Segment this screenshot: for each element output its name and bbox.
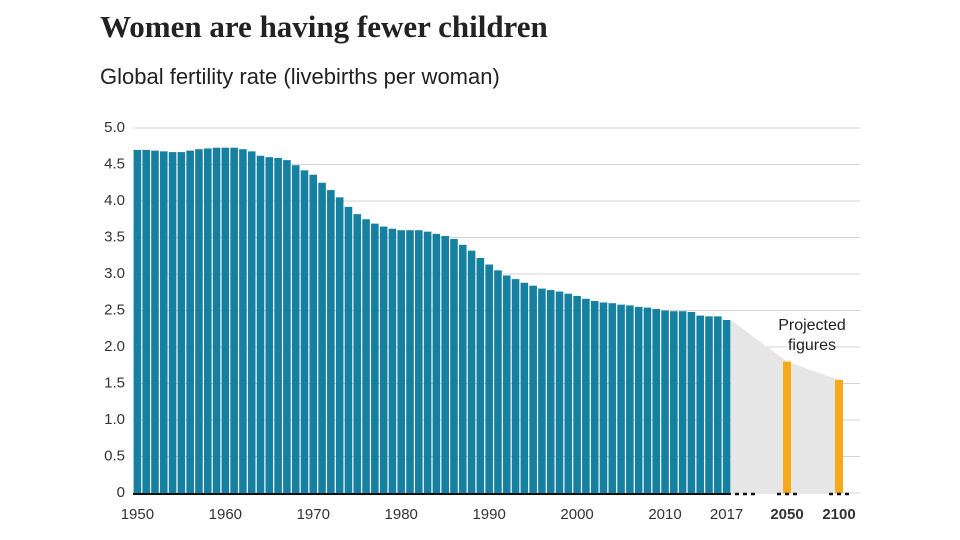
marks (133, 147, 843, 494)
bar (582, 298, 590, 493)
bar (265, 157, 274, 493)
bar (283, 160, 291, 493)
bar (678, 311, 687, 493)
bar (722, 319, 731, 493)
bar (705, 316, 713, 493)
x-tick-label: 2100 (822, 506, 855, 523)
x-tick-label: 1960 (209, 506, 242, 523)
bar (274, 157, 282, 493)
annotation: figures (788, 337, 836, 354)
bar (291, 165, 300, 494)
bar (714, 316, 722, 493)
bar (599, 302, 608, 493)
y-tick-label: 3.5 (104, 228, 125, 245)
x-tick-label: 2050 (770, 506, 803, 523)
y-tick-label: 1.0 (104, 411, 125, 428)
bar (212, 147, 221, 493)
bar (133, 149, 142, 493)
bar (573, 295, 581, 493)
bar (230, 147, 238, 493)
y-tick-label: 2.0 (104, 338, 125, 355)
bar (643, 307, 652, 493)
y-tick-label: 0.5 (104, 447, 125, 464)
y-tick-label: 4.5 (104, 155, 125, 172)
y-tick-label: 4.0 (104, 192, 125, 209)
bar (538, 288, 546, 493)
bar (432, 233, 441, 493)
bar (626, 305, 634, 493)
bar (239, 149, 247, 494)
bar (634, 306, 643, 493)
bar (423, 231, 432, 493)
annotation: Projected (778, 317, 846, 334)
bar (494, 270, 502, 493)
bar (450, 238, 458, 493)
chart-subtitle: Global fertility rate (livebirths per wo… (100, 64, 500, 89)
y-tick-label: 2.5 (104, 301, 125, 318)
bar (335, 197, 344, 493)
bar (546, 290, 555, 493)
x-tick-label: 2017 (710, 506, 743, 523)
bar (327, 190, 335, 494)
bar (309, 174, 318, 493)
bar (555, 291, 564, 493)
bar (652, 309, 661, 493)
bar (511, 279, 520, 493)
bar (168, 152, 177, 493)
bar (371, 223, 379, 493)
bar (388, 228, 397, 494)
bar (362, 219, 370, 493)
bar (300, 170, 309, 493)
bar (520, 282, 529, 493)
bar (379, 226, 388, 494)
bar (353, 214, 362, 493)
bar (221, 147, 230, 493)
bar (318, 182, 326, 493)
y-tick-label: 0 (117, 484, 125, 501)
bar (687, 311, 696, 493)
bar (247, 151, 256, 494)
chart-title: Women are having fewer children (100, 9, 548, 44)
bar (159, 151, 168, 494)
bar (608, 303, 617, 493)
bar (529, 285, 537, 493)
bar (564, 293, 573, 493)
x-tick-label: 1980 (385, 506, 418, 523)
x-tick-label: 1990 (472, 506, 505, 523)
bar (467, 250, 476, 493)
bar (458, 244, 467, 493)
bar (476, 257, 485, 493)
bar (617, 304, 625, 493)
bar (661, 310, 669, 493)
bar (670, 311, 678, 493)
bar (783, 361, 791, 493)
y-tick-label: 1.5 (104, 374, 125, 391)
bar (835, 379, 843, 493)
bar (590, 301, 599, 493)
bar (256, 155, 265, 494)
bar (502, 275, 511, 493)
bar (415, 230, 423, 493)
bar (406, 230, 414, 493)
x-tick-label: 1950 (121, 506, 154, 523)
bar (696, 315, 705, 493)
bar (397, 230, 406, 493)
bar (151, 150, 159, 493)
x-tick-label: 2000 (560, 506, 593, 523)
y-tick-label: 5.0 (104, 119, 125, 136)
bar (186, 150, 194, 493)
bar (203, 148, 212, 493)
x-tick-label: 2010 (648, 506, 681, 523)
x-tick-label: 1970 (297, 506, 330, 523)
bar (441, 236, 449, 494)
y-tick-label: 3.0 (104, 265, 125, 282)
bar (177, 152, 186, 493)
bar (485, 264, 493, 493)
bar (344, 206, 353, 493)
bar (195, 149, 203, 494)
bar (142, 149, 150, 493)
